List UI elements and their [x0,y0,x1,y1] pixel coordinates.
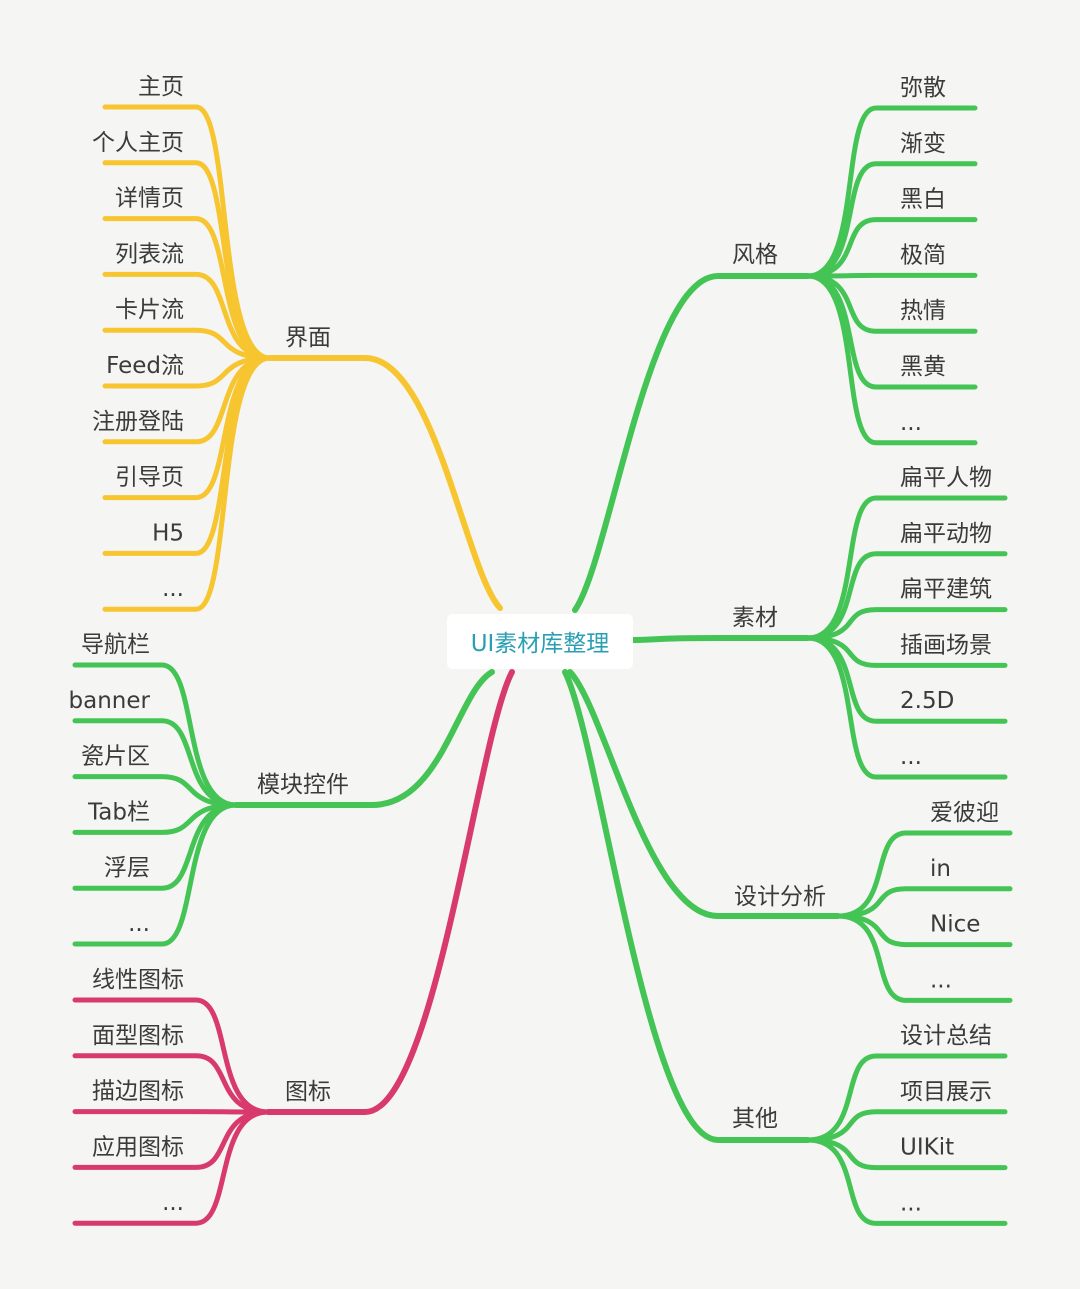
leaf-link [835,913,1013,1003]
leaf-node[interactable]: 黑白 [900,187,946,213]
leaf-node[interactable]: 插画场景 [900,632,992,658]
leaf-link [72,718,239,808]
leaf-link [72,802,239,947]
leaf-link [102,216,273,361]
leaf-node[interactable]: 主页 [138,74,184,100]
leaf-node[interactable]: 渐变 [900,131,946,157]
leaf-node[interactable]: ... [162,576,184,602]
leaf-node[interactable]: 扁平动物 [900,521,992,547]
leaf-link [72,1053,271,1115]
leaf-node[interactable]: 扁平建筑 [900,577,992,603]
branch-label: 其他 [732,1106,778,1132]
branch-connectors [72,104,1013,1226]
leaf-node[interactable]: 弥散 [900,75,946,101]
root-node-label: UI素材库整理 [471,631,610,657]
branch-node[interactable]: 图标 [285,1079,331,1105]
leaf-node[interactable]: Nice [930,912,980,938]
leaf-node[interactable]: 应用图标 [92,1134,184,1160]
root-node[interactable]: UI素材库整理 [447,614,633,669]
leaf-node[interactable]: 爱彼迎 [930,800,999,826]
leaf-node[interactable]: 列表流 [115,241,184,267]
branch-link [572,273,811,613]
leaf-node[interactable]: 面型图标 [92,1023,184,1049]
branch-label: 模块控件 [257,772,349,798]
leaf-link [72,997,271,1115]
leaf-node[interactable]: 详情页 [115,186,184,212]
leaf-link [805,551,1008,641]
branch-link [562,669,811,1143]
branch-link [265,669,515,1115]
leaf-node[interactable]: 导航栏 [81,632,150,658]
leaf-node[interactable]: 黑黄 [900,354,946,380]
branch-label: 图标 [285,1079,331,1105]
leaf-node[interactable]: ... [900,410,922,436]
leaf-node[interactable]: 注册登陆 [92,409,184,435]
leaf-node[interactable]: 个人主页 [92,130,184,156]
branch-label: 素材 [732,605,778,631]
branch-node[interactable]: 界面 [285,325,331,351]
leaf-link [72,662,239,808]
root-node-box [447,614,633,669]
leaf-node[interactable]: 项目展示 [900,1079,992,1105]
leaf-link [835,830,1013,919]
leaf-node[interactable]: 瓷片区 [81,744,150,770]
leaf-node[interactable]: ... [900,1190,922,1216]
leaf-node[interactable]: Tab栏 [87,799,150,825]
leaf-link [805,273,978,446]
leaf-node[interactable]: ... [128,911,150,937]
leaf-node[interactable]: ... [162,1190,184,1216]
branch-node[interactable]: 风格 [732,242,778,268]
branch-label: 风格 [732,242,778,268]
leaf-node[interactable]: UIKit [900,1135,954,1161]
leaf-link [805,1053,1008,1143]
leaf-node[interactable]: 2.5D [900,688,954,714]
leaf-link [805,272,978,279]
leaf-node[interactable]: Feed流 [106,353,184,379]
leaf-link [835,913,1013,948]
branch-link [630,635,811,643]
leaf-node[interactable]: 卡片流 [115,297,184,323]
leaf-link [102,355,273,612]
leaf-link [102,271,273,361]
leaf-node[interactable]: 引导页 [115,465,184,491]
branch-link [567,669,841,919]
branch-label: 设计分析 [734,884,826,910]
leaf-link [805,1137,1008,1226]
leaf-link [805,105,978,279]
leaf-link [805,635,1008,780]
leaf-node[interactable]: H5 [152,520,184,546]
branch-node[interactable]: 设计分析 [734,884,826,910]
branch-node[interactable]: 其他 [732,1106,778,1132]
leaf-link [805,495,1008,641]
leaf-node[interactable]: 极简 [900,242,946,268]
branch-link [233,669,495,808]
branch-label: 界面 [285,325,331,351]
leaf-node[interactable]: 设计总结 [900,1023,992,1049]
leaf-node[interactable]: ... [930,967,952,993]
leaf-link [805,273,978,334]
leaf-node[interactable]: 扁平人物 [900,465,992,491]
leaf-node[interactable]: 描边图标 [92,1079,184,1105]
leaf-node[interactable]: in [930,856,951,882]
leaf-node[interactable]: 热情 [900,298,946,324]
branch-node[interactable]: 素材 [732,605,778,631]
leaf-link [805,217,978,279]
leaf-link [72,1109,271,1226]
leaf-node[interactable]: banner [69,688,151,714]
leaf-node[interactable]: 浮层 [104,855,150,881]
branch-link [267,355,503,611]
leaf-node[interactable]: ... [900,744,922,770]
leaf-node[interactable]: 线性图标 [92,967,184,993]
branch-node[interactable]: 模块控件 [257,772,349,798]
